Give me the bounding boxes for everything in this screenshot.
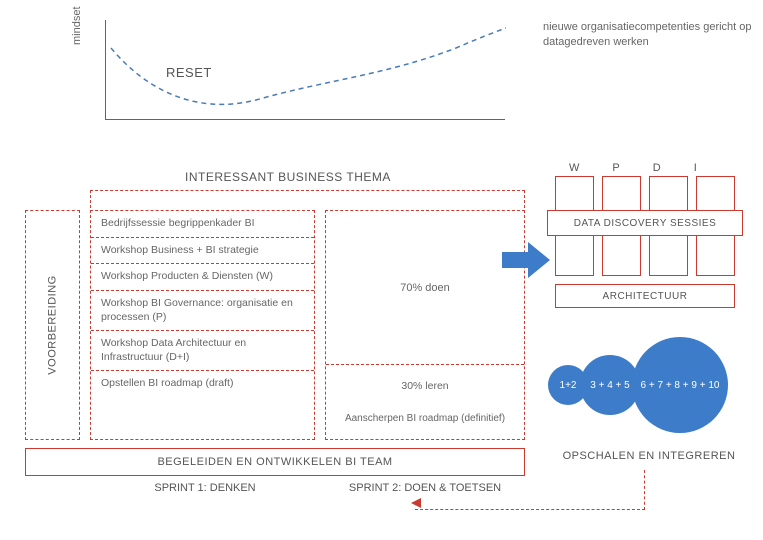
mindset-chart: mindset RESET <box>80 20 520 130</box>
voorbereiding-box: VOORBEREIDING <box>25 210 80 440</box>
wpdi-labels: WPDI <box>569 162 697 174</box>
sprint2-box: 70% doen 30% leren Aanscherpen BI roadma… <box>325 210 525 440</box>
theme-title: INTERESSANT BUSINESS THEMA <box>185 170 391 184</box>
discovery-band: DATA DISCOVERY SESSIES <box>547 210 743 236</box>
feedback-line <box>415 470 645 510</box>
wpdi-label: P <box>612 162 619 174</box>
reset-label: RESET <box>166 65 212 80</box>
doen-70: 70% doen <box>326 211 524 365</box>
wpdi-label: I <box>694 162 697 174</box>
wpdi-label: D <box>653 162 661 174</box>
feedback-arrowhead-icon <box>409 496 423 510</box>
theme-bracket <box>90 190 525 208</box>
aansch-label: Aanscherpen BI roadmap (definitief) <box>345 413 505 424</box>
leren-label: 30% leren <box>401 380 448 392</box>
voorbereiding-label: VOORBEREIDING <box>47 275 59 374</box>
workshop-item: Opstellen BI roadmap (draft) <box>91 371 314 397</box>
workshop-item: Workshop BI Governance: organisatie en p… <box>91 291 314 331</box>
leren-30: 30% leren Aanscherpen BI roadmap (defini… <box>326 365 524 439</box>
arrow-icon <box>500 240 555 280</box>
competencies-text: nieuwe organisatiecompetenties gericht o… <box>543 20 753 51</box>
sprint1-box: Bedrijfssessie begrippenkader BIWorkshop… <box>90 210 315 440</box>
workshop-item: Workshop Business + BI strategie <box>91 238 314 265</box>
workshop-item: Workshop Data Architectuur en Infrastruc… <box>91 331 314 371</box>
architecture-box: ARCHITECTUUR <box>555 284 735 308</box>
scale-bubble: 3 + 4 + 5 <box>580 355 640 415</box>
workshop-item: Bedrijfssessie begrippenkader BI <box>91 211 314 238</box>
scale-bubble: 6 + 7 + 8 + 9 + 10 <box>632 337 728 433</box>
wpdi-label: W <box>569 162 579 174</box>
sprint1-label: SPRINT 1: DENKEN <box>135 482 275 494</box>
main-diagram: INTERESSANT BUSINESS THEMA VOORBEREIDING… <box>25 170 745 520</box>
chart-axes: RESET <box>105 20 505 120</box>
y-axis-label: mindset <box>71 6 83 45</box>
opschalen-label: OPSCHALEN EN INTEGREREN <box>549 450 749 462</box>
workshop-item: Workshop Producten & Diensten (W) <box>91 264 314 291</box>
